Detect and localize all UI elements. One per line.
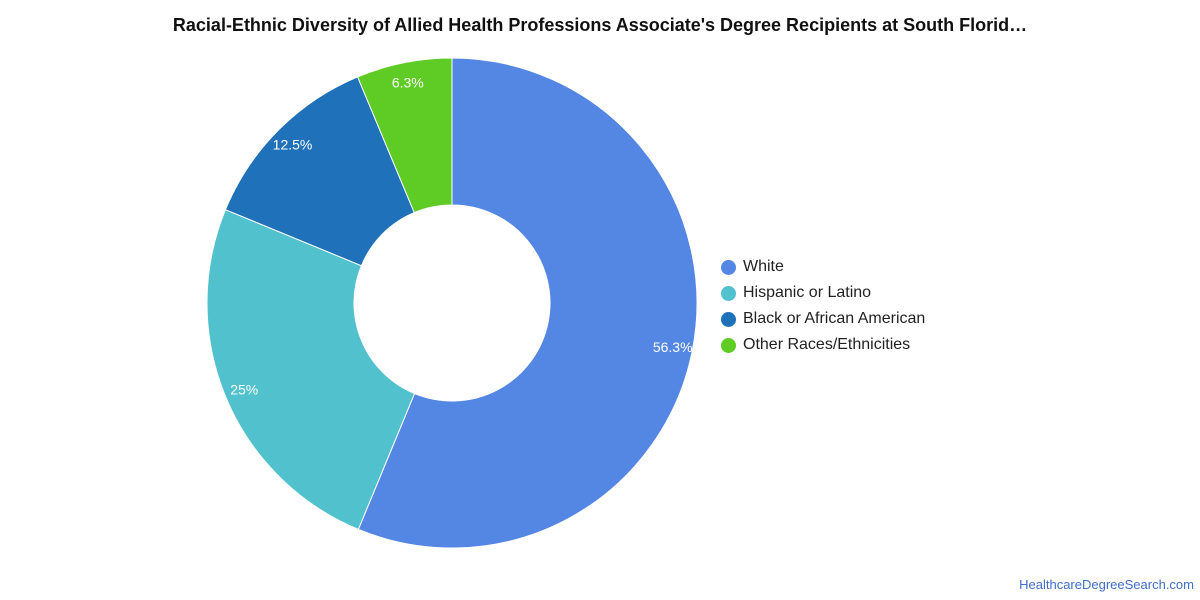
source-link[interactable]: HealthcareDegreeSearch.com — [1019, 577, 1194, 592]
legend-swatch-icon — [721, 337, 736, 353]
slice-labels: 56.3% 25% 12.5% 6.3% — [230, 74, 692, 397]
legend-item-white[interactable]: White — [721, 254, 925, 280]
legend-item-black-or-african-american[interactable]: Black or African American — [721, 306, 925, 332]
legend-label: Other Races/Ethnicities — [743, 336, 911, 353]
legend-item-hispanic-or-latino[interactable]: Hispanic or Latino — [721, 280, 925, 306]
legend-label: White — [743, 258, 784, 275]
slice-black-or-african-american[interactable] — [224, 76, 415, 267]
slice-label-hispanic-or-latino: 25% — [230, 381, 258, 397]
slice-other-races-ethnicities[interactable] — [356, 57, 453, 214]
legend-swatch-icon — [721, 259, 736, 275]
slice-label-black-or-african-american: 12.5% — [273, 136, 313, 152]
slice-hispanic-or-latino[interactable] — [206, 209, 416, 531]
legend-label: Black or African American — [743, 310, 926, 327]
legend-item-other-races-ethnicities[interactable]: Other Races/Ethnicities — [721, 332, 925, 358]
legend-label: Hispanic or Latino — [743, 284, 872, 301]
chart-legend: White Hispanic or Latino Black or African … — [721, 254, 925, 358]
legend-swatch-icon — [721, 311, 736, 327]
chart-title: Racial-Ethnic Diversity of Allied Health… — [172, 15, 1028, 35]
legend-swatch-icon — [721, 285, 736, 301]
slice-white[interactable] — [357, 57, 698, 549]
donut-slices — [206, 57, 698, 549]
slice-label-other-races-ethnicities: 6.3% — [392, 74, 424, 90]
slice-label-white: 56.3% — [653, 339, 693, 355]
